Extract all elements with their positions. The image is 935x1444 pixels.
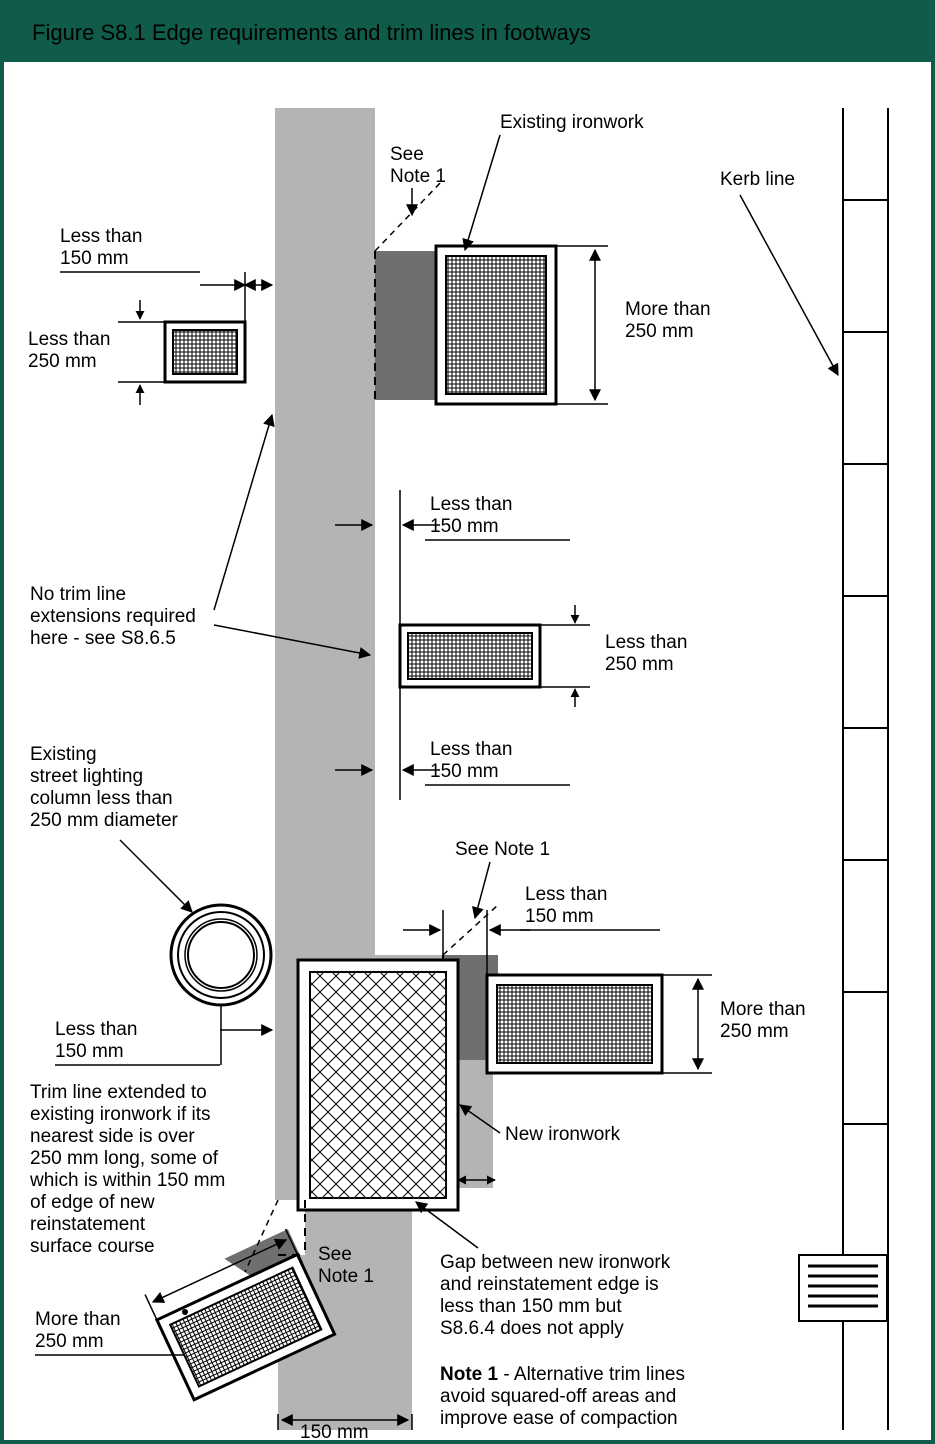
ironwork-mid (400, 625, 540, 687)
ironwork-top-right (436, 246, 556, 404)
label-kerb-line: Kerb line (720, 169, 795, 190)
ironwork-top-left-small (165, 322, 245, 382)
new-ironwork (298, 960, 458, 1210)
svg-text:150 mm: 150 mm (300, 1422, 369, 1443)
svg-text:See Note 1: See Note 1 (455, 839, 550, 860)
street-light-column (171, 905, 271, 1005)
gully-grating (799, 1255, 887, 1321)
label-note1: Note 1 - Alternative trim lines avoid sq… (440, 1364, 690, 1429)
svg-text:Note 1 - Alternative trim line: Note 1 - Alternative trim lines avoid sq… (440, 1364, 690, 1429)
svg-text:New ironwork: New ironwork (505, 1124, 621, 1145)
label-existing-ironwork: Existing ironwork (500, 112, 644, 133)
figure-title: Figure S8.1 Edge requirements and trim l… (32, 20, 591, 45)
ironwork-lower-right (487, 975, 662, 1073)
